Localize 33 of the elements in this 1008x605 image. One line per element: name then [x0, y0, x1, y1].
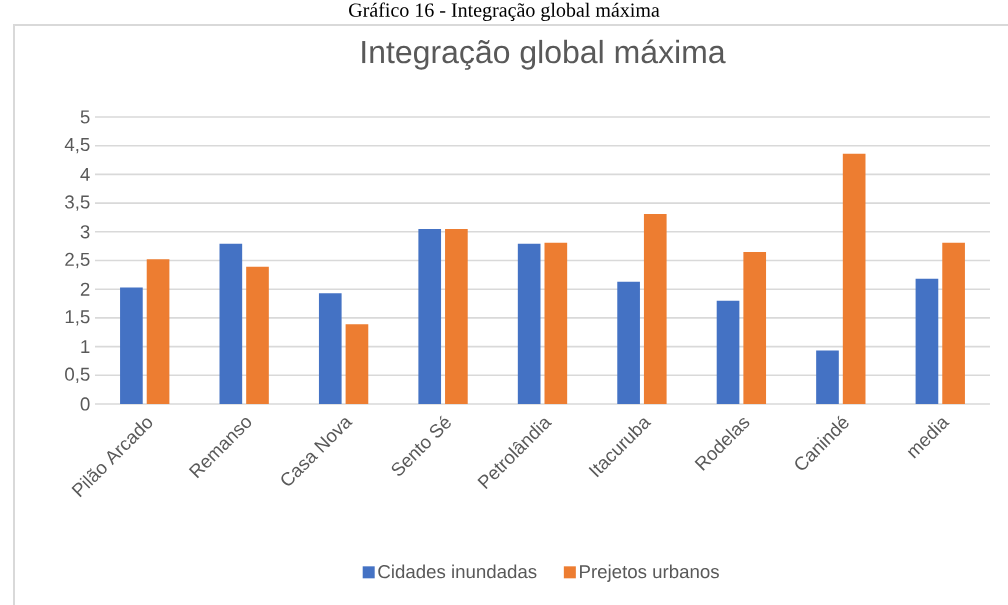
bar	[643, 213, 667, 404]
y-tick-label: 2	[80, 282, 90, 296]
y-tick-label: 1,5	[65, 310, 90, 326]
y-tick-label: 3	[80, 225, 90, 239]
bar	[345, 324, 369, 404]
bar	[120, 287, 143, 404]
bar	[146, 259, 170, 404]
bar	[246, 266, 269, 404]
bar	[219, 243, 243, 404]
bar	[544, 242, 568, 404]
text: Gráfico 16 - Integração global máxima	[349, 2, 660, 21]
bar	[842, 153, 866, 404]
y-tick-label: 2,5	[65, 252, 90, 269]
y-tick-label: 4	[80, 167, 90, 181]
y-tick-label: 5	[80, 110, 90, 124]
bar	[617, 281, 640, 404]
bar	[418, 228, 442, 404]
bar	[445, 228, 468, 404]
bar	[716, 300, 740, 404]
bar	[816, 350, 839, 404]
y-tick-label: 0	[80, 397, 90, 411]
y-tick-label: 4,5	[64, 138, 90, 154]
legend-label: Prejetos urbanos	[580, 564, 719, 582]
bar	[318, 293, 342, 404]
bar	[942, 242, 965, 404]
y-tick-label: 1	[81, 340, 90, 354]
chart-title: Integração global máxima	[362, 39, 726, 70]
y-tick-label: 3,5	[65, 195, 90, 211]
bar	[517, 243, 541, 404]
y-tick-label: 0,5	[65, 367, 90, 383]
legend-label: Cidades inundadas	[378, 564, 537, 579]
bar	[915, 278, 939, 404]
bar	[743, 251, 767, 404]
